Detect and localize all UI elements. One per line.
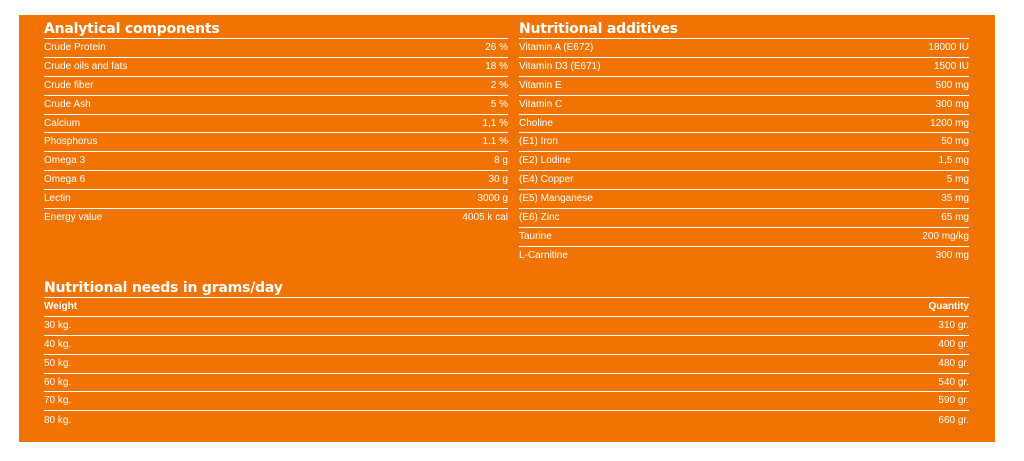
row-label: Crude Protein — [44, 41, 106, 53]
quantity-column-header: Quantity — [928, 300, 969, 312]
row-label: Omega 3 — [44, 155, 86, 167]
row-value: 50 mg — [941, 136, 969, 148]
table-row: (E4) Copper 5 mg — [519, 171, 969, 191]
row-value: 1500 IU — [933, 60, 969, 72]
row-label: Lectin — [44, 193, 71, 205]
table-row: Crude oils and fats 18 % — [44, 58, 508, 77]
table-header-row: Weight Quantity — [44, 298, 969, 317]
row-value: 65 mg — [941, 211, 969, 223]
table-row: Vitamin D3 (E671) 1500 IU — [519, 58, 969, 77]
row-label: (E1) Iron — [519, 136, 558, 148]
analytical-components-title: Analytical components — [44, 21, 220, 37]
nutritional-additives-table: Vitamin A (E672) 18000 IU Vitamin D3 (E67… — [519, 38, 969, 266]
row-weight: 40 kg. — [44, 338, 72, 350]
row-label: L-Carnitine — [519, 250, 568, 262]
table-row: Vitamin C 300 mg — [519, 96, 969, 115]
table-row: (E5) Manganese 35 mg — [519, 190, 969, 210]
row-value: 1,1 % — [482, 117, 508, 129]
nutritional-needs-table: Weight Quantity 30 kg. 310 gr. 40 kg. 400 g… — [44, 297, 969, 430]
row-value: 26 % — [485, 41, 508, 53]
analytical-components-section: Analytical components Crude Protein 26 % … — [44, 20, 508, 228]
table-row: Choline 1200 mg — [519, 115, 969, 134]
row-quantity: 400 gr. — [938, 338, 969, 350]
row-value: 1200 mg — [930, 117, 969, 129]
table-row: 70 kg. 590 gr. — [44, 392, 969, 412]
row-label: (E4) Copper — [519, 174, 574, 186]
row-label: (E2) Lodine — [519, 155, 571, 167]
row-label: Vitamin E — [519, 79, 562, 91]
row-value: 1,5 mg — [938, 155, 969, 167]
row-value: 300 mg — [935, 98, 969, 110]
row-label: Crude Ash — [44, 98, 91, 110]
table-row: (E1) Iron 50 mg — [519, 133, 969, 153]
row-label: (E6) Zinc — [519, 211, 560, 223]
row-value: 35 mg — [941, 193, 969, 205]
row-value: 18 % — [485, 60, 508, 72]
table-row: Crude Ash 5 % — [44, 96, 508, 115]
nutritional-additives-title: Nutritional additives — [519, 21, 678, 37]
row-label: Vitamin C — [519, 98, 563, 110]
table-row: (E6) Zinc 65 mg — [519, 209, 969, 228]
row-quantity: 310 gr. — [938, 319, 969, 331]
table-row: 30 kg. 310 gr. — [44, 317, 969, 336]
table-row: 80 kg. 660 gr. — [44, 411, 969, 430]
row-value: 30 g — [488, 174, 508, 186]
row-label: Crude fiber — [44, 79, 94, 91]
row-weight: 30 kg. — [44, 319, 72, 331]
row-value: 5 % — [490, 98, 508, 110]
row-label: Omega 6 — [44, 174, 86, 186]
weight-column-header: Weight — [44, 300, 78, 312]
row-weight: 50 kg. — [44, 357, 72, 369]
nutritional-needs-section: Nutritional needs in grams/day Weight Qua… — [44, 279, 969, 430]
row-label: (E5) Manganese — [519, 193, 593, 205]
table-row: L-Carnitine 300 mg — [519, 247, 969, 266]
table-row: 60 kg. 540 gr. — [44, 374, 969, 393]
table-row: Crude fiber 2 % — [44, 77, 508, 96]
row-value: 500 mg — [935, 79, 969, 91]
table-row: (E2) Lodine 1,5 mg — [519, 152, 969, 172]
table-row: Phosphorus 1.1 % — [44, 133, 508, 153]
table-row: Omega 3 8 g — [44, 152, 508, 172]
row-label: Vitamin D3 (E671) — [519, 60, 601, 72]
table-row: Vitamin A (E672) 18000 IU — [519, 39, 969, 58]
row-value: 8 g — [494, 155, 508, 167]
table-row: Taurine 200 mg/kg — [519, 228, 969, 247]
row-label: Crude oils and fats — [44, 60, 128, 72]
row-value: 18000 IU — [928, 41, 969, 53]
row-value: 4005 k cal — [462, 212, 508, 224]
table-row: Calcium 1,1 % — [44, 115, 508, 134]
row-value: 2 % — [490, 79, 508, 91]
row-value: 200 mg/kg — [922, 230, 969, 242]
row-label: Calcium — [44, 117, 81, 129]
table-row: 40 kg. 400 gr. — [44, 336, 969, 355]
table-row: Crude Protein 26 % — [44, 39, 508, 58]
row-value: 5 mg — [946, 174, 969, 186]
row-quantity: 480 gr. — [938, 357, 969, 369]
row-label: Phosphorus — [44, 136, 98, 148]
analytical-components-table: Crude Protein 26 % Crude oils and fats 18 … — [44, 38, 508, 228]
row-label: Taurine — [519, 230, 552, 242]
table-row: Omega 6 30 g — [44, 171, 508, 191]
table-row: Vitamin E 500 mg — [519, 77, 969, 96]
row-value: 300 mg — [935, 250, 969, 262]
table-row: Lectin 3000 g — [44, 190, 508, 210]
row-weight: 70 kg. — [44, 395, 72, 407]
nutritional-needs-title: Nutritional needs in grams/day — [44, 280, 283, 296]
row-quantity: 540 gr. — [938, 376, 969, 388]
nutritional-additives-section: Nutritional additives Vitamin A (E672) 18… — [519, 20, 969, 266]
row-quantity: 660 gr. — [938, 414, 969, 426]
table-row: Energy value 4005 k cal — [44, 209, 508, 228]
row-weight: 60 kg. — [44, 376, 72, 388]
row-value: 3000 g — [477, 193, 508, 205]
row-value: 1.1 % — [482, 136, 508, 148]
row-label: Vitamin A (E672) — [519, 41, 594, 53]
row-quantity: 590 gr. — [938, 395, 969, 407]
table-row: 50 kg. 480 gr. — [44, 355, 969, 374]
row-weight: 80 kg. — [44, 414, 72, 426]
row-label: Choline — [519, 117, 553, 129]
nutrition-panel: Analytical components Crude Protein 26 % … — [19, 15, 995, 442]
row-label: Energy value — [44, 212, 103, 224]
